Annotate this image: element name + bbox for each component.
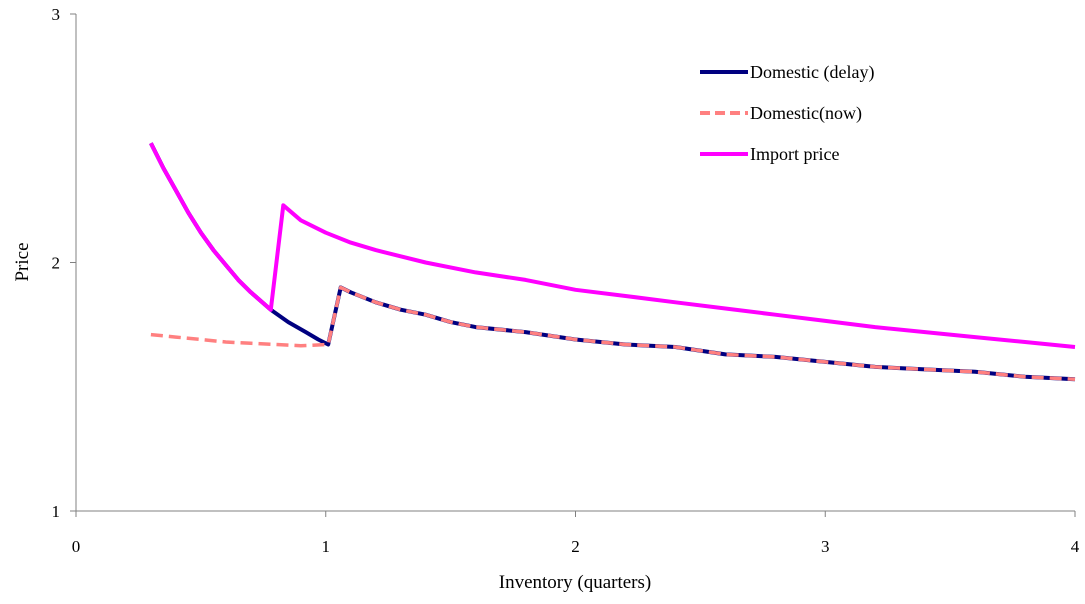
series-line-import-price xyxy=(149,142,1076,349)
series-lines xyxy=(149,142,1076,382)
x-axis-title: Inventory (quarters) xyxy=(499,572,651,593)
legend-label-import-price: Import price xyxy=(750,144,839,164)
legend: Domestic (delay) Domestic(now) Import pric… xyxy=(700,62,874,164)
x-tick-label: 2 xyxy=(571,537,580,556)
x-tick-label: 1 xyxy=(322,537,331,556)
x-tick-label: 4 xyxy=(1071,537,1080,556)
y-tick-label: 3 xyxy=(52,5,61,24)
legend-label-domestic-delay: Domestic (delay) xyxy=(750,62,874,83)
x-tick-label: 0 xyxy=(72,537,81,556)
y-tick-label: 1 xyxy=(52,502,61,521)
series-line-domestic-now xyxy=(150,285,1076,382)
y-axis-title: Price xyxy=(12,242,33,281)
legend-label-domestic-now: Domestic(now) xyxy=(750,103,862,124)
x-tick-label: 3 xyxy=(821,537,830,556)
tick-marks xyxy=(70,13,1076,517)
y-tick-label: 2 xyxy=(52,254,61,273)
